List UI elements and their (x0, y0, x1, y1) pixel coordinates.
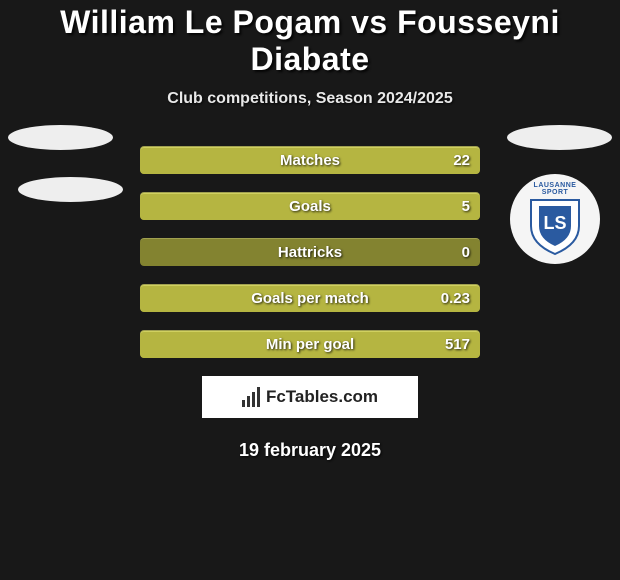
stat-label: Goals per match (140, 290, 480, 307)
badge-text-bottom: SPORT (542, 189, 569, 196)
placeholder-ellipse-left-1 (8, 125, 113, 150)
stat-row: Min per goal517 (140, 330, 480, 358)
stat-row: Matches22 (140, 146, 480, 174)
club-badge-lausanne: LAUSANNE SPORT LS (510, 174, 600, 264)
svg-text:LS: LS (543, 213, 566, 233)
attribution-box: FcTables.com (202, 376, 418, 418)
stat-value: 0 (462, 244, 470, 261)
stat-label: Matches (140, 152, 480, 169)
chart-container: William Le Pogam vs Fousseyni Diabate Cl… (0, 0, 620, 580)
stat-label: Goals (140, 198, 480, 215)
stat-row: Hattricks0 (140, 238, 480, 266)
shield-icon: LS (529, 198, 581, 256)
attribution-text: FcTables.com (266, 387, 378, 407)
stat-value: 517 (445, 336, 470, 353)
stat-value: 0.23 (441, 290, 470, 307)
stat-row: Goals per match0.23 (140, 284, 480, 312)
stat-label: Hattricks (140, 244, 480, 261)
bar-chart-icon (242, 387, 260, 407)
season-subtitle: Club competitions, Season 2024/2025 (0, 90, 620, 108)
stat-value: 5 (462, 198, 470, 215)
stat-label: Min per goal (140, 336, 480, 353)
placeholder-ellipse-right (507, 125, 612, 150)
comparison-title: William Le Pogam vs Fousseyni Diabate (0, 4, 620, 78)
club-badge-inner: LAUSANNE SPORT LS (525, 182, 585, 256)
stat-value: 22 (453, 152, 470, 169)
stat-row: Goals5 (140, 192, 480, 220)
snapshot-date: 19 february 2025 (0, 440, 620, 461)
badge-text-top: LAUSANNE (534, 182, 577, 189)
placeholder-ellipse-left-2 (18, 177, 123, 202)
